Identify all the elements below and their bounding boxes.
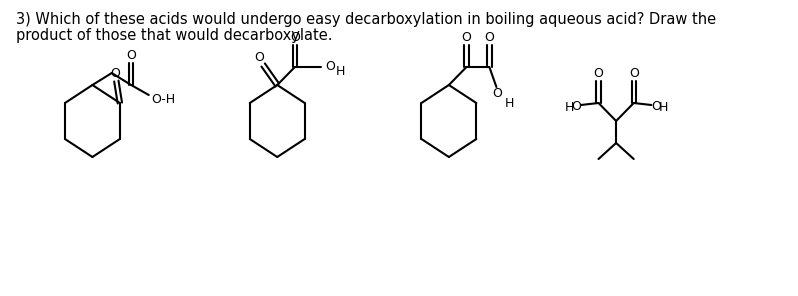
Text: O: O bbox=[629, 67, 638, 80]
Text: H: H bbox=[335, 65, 345, 78]
Text: O: O bbox=[110, 67, 120, 80]
Text: product of those that would decarboxylate.: product of those that would decarboxylat… bbox=[16, 28, 332, 43]
Text: O: O bbox=[126, 49, 136, 62]
Text: 3) Which of these acids would undergo easy decarboxylation in boiling aqueous ac: 3) Which of these acids would undergo ea… bbox=[16, 12, 716, 27]
Text: O: O bbox=[325, 59, 334, 73]
Text: O: O bbox=[461, 30, 472, 44]
Text: O: O bbox=[594, 67, 603, 80]
Text: O: O bbox=[255, 51, 265, 64]
Text: O: O bbox=[484, 30, 494, 44]
Text: H: H bbox=[658, 101, 668, 113]
Text: O: O bbox=[492, 86, 502, 99]
Text: O-H: O-H bbox=[151, 93, 175, 105]
Text: H: H bbox=[564, 101, 574, 113]
Text: H: H bbox=[505, 96, 515, 110]
Text: O: O bbox=[290, 30, 300, 44]
Text: O: O bbox=[571, 99, 581, 112]
Text: O: O bbox=[651, 99, 662, 112]
